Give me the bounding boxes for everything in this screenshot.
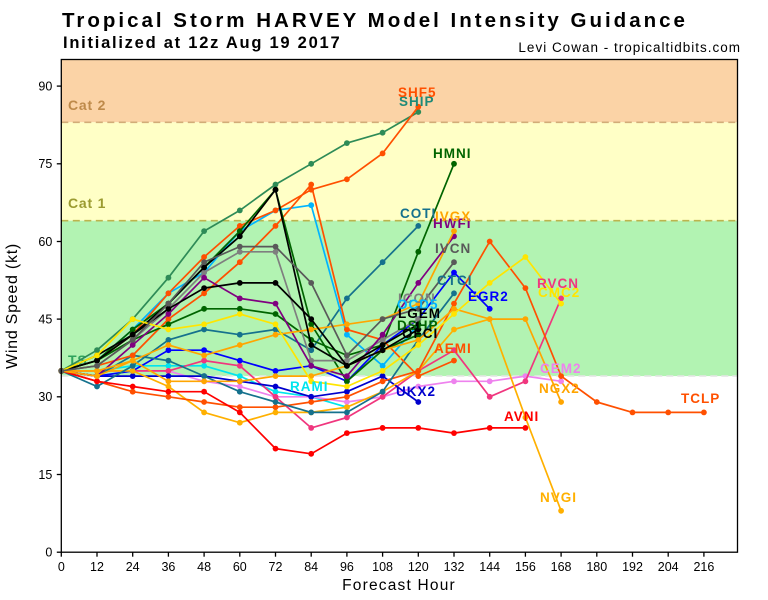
svg-text:Cat 2: Cat 2 [68, 97, 106, 113]
svg-text:CTCI: CTCI [437, 273, 473, 288]
svg-text:OCD5: OCD5 [397, 297, 439, 312]
svg-text:AVNI: AVNI [504, 409, 539, 424]
svg-text:AEMI: AEMI [434, 341, 472, 356]
svg-text:216: 216 [693, 560, 714, 574]
svg-text:192: 192 [622, 560, 643, 574]
svg-text:IVCN: IVCN [435, 241, 471, 256]
svg-text:30: 30 [38, 390, 52, 404]
svg-text:NGX2: NGX2 [539, 381, 580, 396]
svg-text:EGR2: EGR2 [468, 289, 509, 304]
svg-text:HMNI: HMNI [433, 146, 472, 161]
svg-text:CMC2: CMC2 [538, 285, 580, 300]
svg-text:36: 36 [161, 560, 175, 574]
svg-text:156: 156 [515, 560, 536, 574]
svg-text:SHIP: SHIP [399, 94, 435, 109]
svg-text:60: 60 [38, 235, 52, 249]
svg-text:NVGI: NVGI [540, 490, 577, 505]
svg-text:RVCN: RVCN [537, 276, 579, 291]
svg-text:120: 120 [408, 560, 429, 574]
svg-text:LGEM: LGEM [398, 306, 441, 321]
svg-text:48: 48 [197, 560, 211, 574]
svg-text:Initialized at 12z Aug 19 2017: Initialized at 12z Aug 19 2017 [63, 34, 341, 52]
svg-text:0: 0 [58, 560, 65, 574]
svg-text:ICON: ICON [398, 291, 436, 306]
svg-text:SHF5: SHF5 [398, 85, 437, 100]
svg-text:15: 15 [38, 468, 52, 482]
svg-text:72: 72 [269, 560, 283, 574]
svg-text:Tropical Storm HARVEY Model In: Tropical Storm HARVEY Model Intensity Gu… [62, 9, 688, 32]
svg-text:96: 96 [340, 560, 354, 574]
svg-text:Levi Cowan - tropicaltidbits.c: Levi Cowan - tropicaltidbits.com [518, 40, 741, 55]
svg-text:12: 12 [90, 560, 104, 574]
svg-text:Forecast Hour: Forecast Hour [342, 577, 456, 594]
svg-text:180: 180 [586, 560, 607, 574]
svg-text:OFCI: OFCI [402, 326, 438, 341]
svg-text:75: 75 [38, 157, 52, 171]
svg-text:204: 204 [658, 560, 679, 574]
svg-text:108: 108 [372, 560, 393, 574]
svg-text:UKX2: UKX2 [396, 384, 436, 399]
svg-text:CEM2: CEM2 [540, 361, 582, 376]
svg-text:45: 45 [38, 313, 52, 327]
svg-text:0: 0 [45, 546, 52, 560]
svg-text:24: 24 [126, 560, 140, 574]
svg-text:Wind Speed (kt): Wind Speed (kt) [4, 243, 21, 369]
svg-text:IVGX: IVGX [435, 209, 471, 224]
svg-text:TCLP: TCLP [681, 391, 720, 406]
svg-text:132: 132 [444, 560, 465, 574]
svg-text:84: 84 [304, 560, 318, 574]
svg-text:Cat 1: Cat 1 [68, 195, 106, 211]
svg-text:RAMI: RAMI [290, 379, 329, 394]
svg-text:168: 168 [551, 560, 572, 574]
svg-text:COTI: COTI [400, 206, 436, 221]
svg-text:60: 60 [233, 560, 247, 574]
svg-text:DSHP: DSHP [397, 318, 439, 333]
svg-text:90: 90 [38, 80, 52, 94]
svg-text:144: 144 [479, 560, 500, 574]
svg-text:HWFI: HWFI [433, 216, 472, 231]
